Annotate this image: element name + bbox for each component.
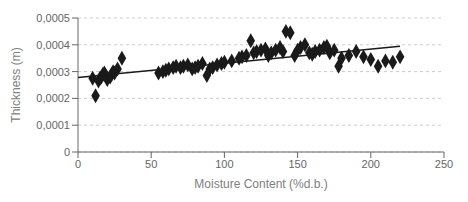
svg-text:50: 50 bbox=[145, 158, 157, 170]
svg-text:0,0002: 0,0002 bbox=[36, 92, 70, 104]
svg-text:0,0001: 0,0001 bbox=[36, 119, 70, 131]
svg-text:Moisture Content (%d.b.): Moisture Content (%d.b.) bbox=[194, 177, 327, 191]
svg-text:250: 250 bbox=[435, 158, 453, 170]
svg-text:200: 200 bbox=[362, 158, 380, 170]
svg-text:0,0005: 0,0005 bbox=[36, 12, 70, 24]
svg-text:Thickness (m): Thickness (m) bbox=[9, 47, 23, 122]
svg-text:150: 150 bbox=[288, 158, 306, 170]
svg-text:0,0003: 0,0003 bbox=[36, 66, 70, 78]
svg-text:0: 0 bbox=[75, 158, 81, 170]
svg-text:0,0004: 0,0004 bbox=[36, 39, 70, 51]
svg-text:100: 100 bbox=[215, 158, 233, 170]
svg-text:0: 0 bbox=[64, 146, 70, 158]
